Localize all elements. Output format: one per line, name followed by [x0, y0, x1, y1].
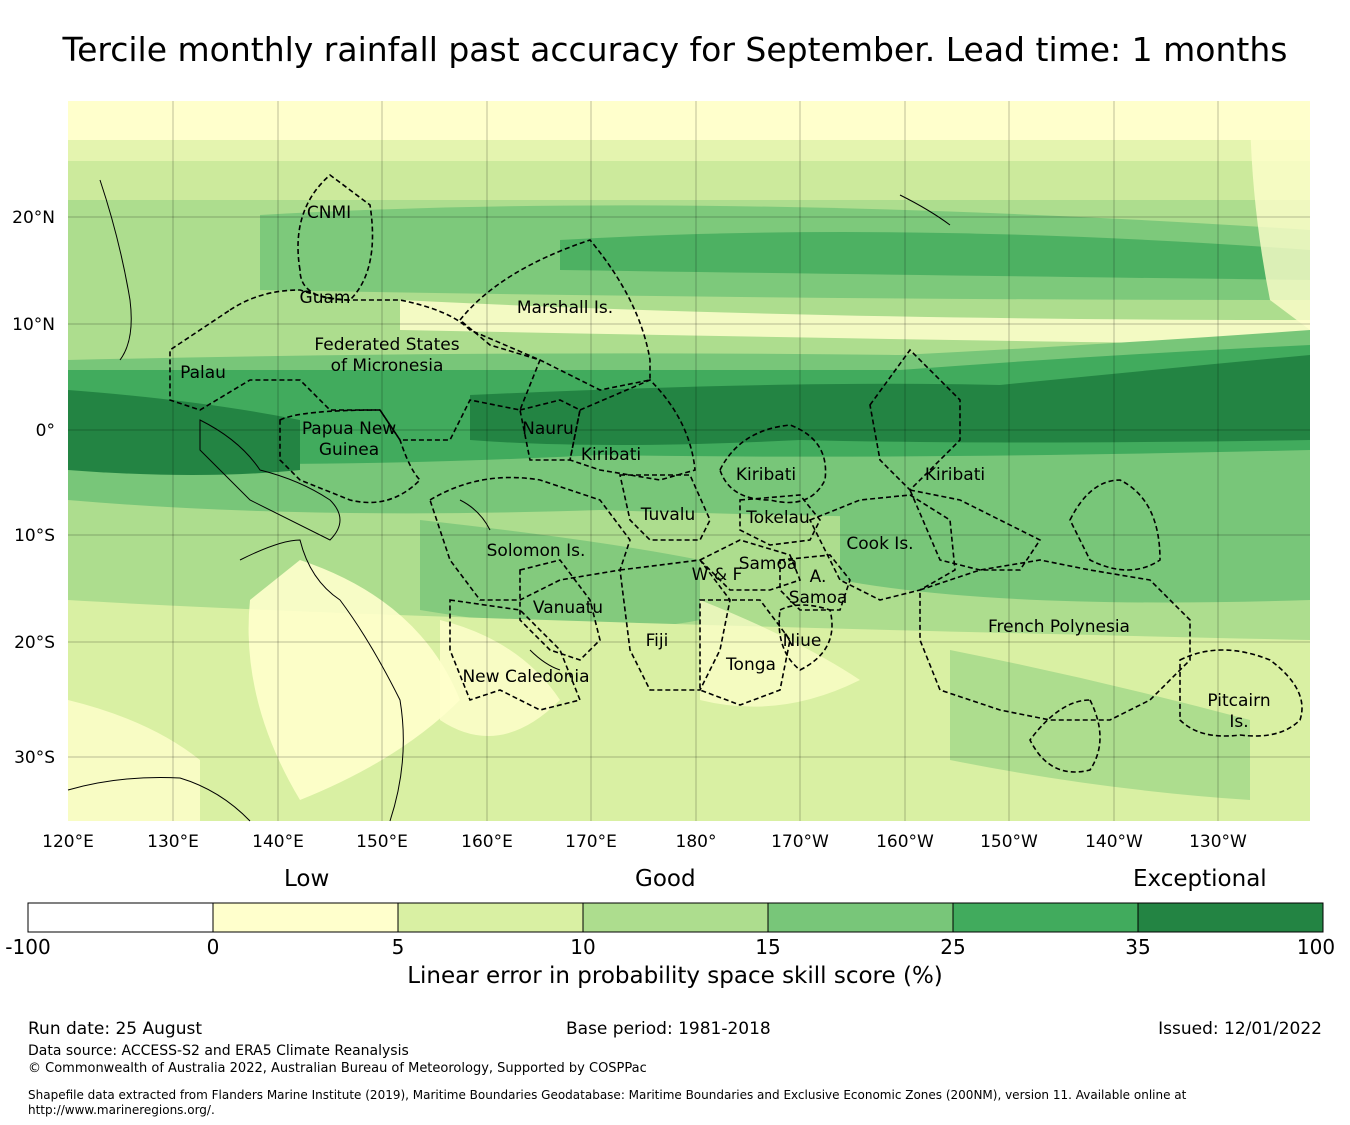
issued-date: Issued: 12/01/2022	[1158, 1019, 1322, 1039]
region-label-samoa: Samoa	[739, 554, 798, 574]
lon-tick-label: 130°E	[147, 832, 199, 852]
region-label-pitcairn-line2: Is.	[1229, 712, 1248, 732]
colorbar-segment	[953, 903, 1138, 932]
region-label-cnmi: CNMI	[307, 203, 351, 223]
colorbar-tick-label: 100	[1297, 935, 1335, 959]
region-label-vanuatu: Vanuatu	[533, 598, 603, 618]
colorbar-segment	[768, 903, 953, 932]
colorbar: -100 0 5 10 15 25 35 100	[5, 902, 1335, 959]
region-label-fiji: Fiji	[646, 631, 669, 651]
region-label-tonga: Tonga	[725, 655, 776, 675]
colorbar-segment	[213, 903, 398, 932]
colorbar-tick-label: 10	[570, 935, 595, 959]
map-panel: CNMI Guam Marshall Is. Federated States …	[67, 101, 1310, 822]
lon-tick-label: 120°E	[42, 832, 94, 852]
region-label-wallis-futuna: W & F	[692, 565, 743, 585]
lat-tick-label: 20°S	[14, 633, 55, 653]
base-period: Base period: 1981-2018	[566, 1019, 771, 1039]
region-label-cook-islands: Cook Is.	[846, 534, 913, 554]
lon-tick-label: 130°W	[1189, 832, 1247, 852]
colorbar-category-good: Good	[635, 866, 696, 892]
shapefile-credit: Shapefile data extracted from Flanders M…	[28, 1088, 1187, 1117]
region-label-kiribati-east: Kiribati	[925, 465, 985, 485]
lon-tick-label: 160°W	[876, 832, 934, 852]
lon-tick-label: 170°E	[565, 832, 617, 852]
lat-tick-label: 10°S	[14, 526, 55, 546]
lon-axis: 120°E 130°E 140°E 150°E 160°E 170°E 180°…	[42, 832, 1247, 852]
colorbar-category-exceptional: Exceptional	[1133, 866, 1267, 892]
region-label-nauru: Nauru	[522, 419, 574, 439]
region-label-fsm-line2: of Micronesia	[331, 356, 444, 376]
region-label-kiribati-west: Kiribati	[581, 445, 641, 465]
lat-tick-label: 30°S	[14, 748, 55, 768]
lat-tick-label: 0°	[36, 421, 55, 441]
lat-tick-label: 20°N	[12, 208, 55, 228]
region-label-png-line2: Guinea	[319, 440, 379, 460]
colorbar-category-low: Low	[284, 866, 330, 892]
lon-tick-label: 180°	[676, 832, 717, 852]
region-label-kiribati-central: Kiribati	[736, 465, 796, 485]
run-date: Run date: 25 August	[28, 1019, 202, 1039]
region-label-png-line1: Papua New	[302, 419, 396, 439]
region-label-american-samoa-line2: Samoa	[789, 588, 848, 608]
colorbar-tick-label: 35	[1125, 935, 1150, 959]
region-label-french-polynesia: French Polynesia	[988, 617, 1130, 637]
region-label-guam: Guam	[300, 288, 351, 308]
lon-tick-label: 150°E	[356, 832, 408, 852]
colorbar-tick-label: 0	[207, 935, 220, 959]
lon-tick-label: 140°E	[252, 832, 304, 852]
data-source: Data source: ACCESS-S2 and ERA5 Climate …	[28, 1043, 409, 1059]
colorbar-segment	[583, 903, 768, 932]
region-label-american-samoa-line1: A.	[810, 567, 827, 587]
region-label-tokelau: Tokelau	[745, 508, 810, 528]
region-label-tuvalu: Tuvalu	[640, 505, 696, 525]
region-label-palau: Palau	[180, 363, 226, 383]
region-label-new-caledonia: New Caledonia	[462, 667, 589, 687]
map-title: Tercile monthly rainfall past accuracy f…	[62, 30, 1288, 69]
region-label-niue: Niue	[783, 631, 822, 651]
lon-tick-label: 150°W	[980, 832, 1038, 852]
region-label-marshall-islands: Marshall Is.	[517, 298, 613, 318]
lon-tick-label: 170°W	[771, 832, 829, 852]
colorbar-tick-label: 5	[392, 935, 405, 959]
colorbar-title: Linear error in probability space skill …	[407, 963, 943, 989]
colorbar-segment	[398, 903, 583, 932]
region-label-fsm-line1: Federated States	[314, 335, 459, 355]
colorbar-tick-label: -100	[5, 935, 50, 959]
lat-tick-label: 10°N	[12, 315, 55, 335]
region-label-solomon-islands: Solomon Is.	[487, 541, 586, 561]
colorbar-tick-label: 25	[940, 935, 965, 959]
lon-tick-label: 140°W	[1085, 832, 1143, 852]
region-label-pitcairn-line1: Pitcairn	[1207, 691, 1270, 711]
lat-axis: 20°N 10°N 0° 10°S 20°S 30°S	[12, 208, 55, 768]
colorbar-segment	[28, 903, 213, 932]
lon-tick-label: 160°E	[461, 832, 513, 852]
copyright: © Commonwealth of Australia 2022, Austra…	[28, 1061, 647, 1076]
colorbar-tick-label: 15	[755, 935, 780, 959]
colorbar-segment	[1138, 903, 1323, 932]
